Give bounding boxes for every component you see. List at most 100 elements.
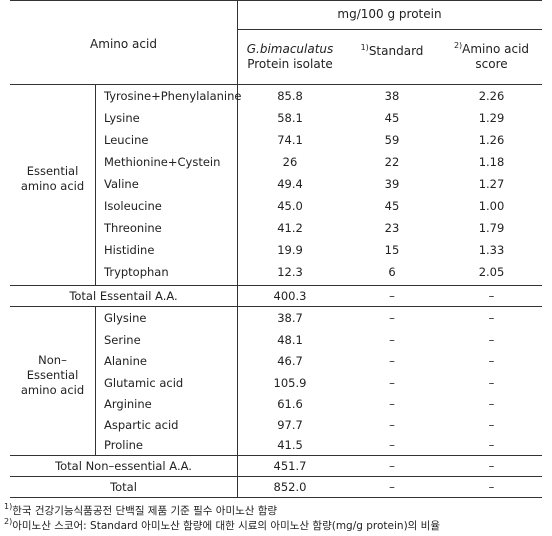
- essential-total-rule: [10, 285, 542, 286]
- standard-value: 39: [384, 177, 400, 191]
- standard-value: –: [389, 438, 395, 452]
- standard-value: 45: [384, 199, 400, 213]
- isolate-value: 58.1: [277, 111, 303, 125]
- amino-acid-name: Leucine: [104, 133, 149, 147]
- score-value: –: [488, 459, 495, 473]
- grand-total-bottom-rule: [10, 497, 542, 498]
- score-value: 1.29: [478, 111, 505, 125]
- amino-acid-name: Serine: [104, 333, 141, 347]
- amino-acid-name: Lysine: [104, 111, 140, 125]
- isolate-value: 26: [282, 155, 298, 169]
- nonessential-group-label-1: Non–: [38, 353, 67, 367]
- score-value: –: [488, 397, 495, 411]
- isolate-value: 38.7: [277, 311, 303, 325]
- total-label: Total: [110, 480, 137, 494]
- total-label: Total Essentail A.A.: [69, 289, 178, 303]
- standard-value: 15: [384, 243, 400, 257]
- score-value: 1.26: [478, 133, 505, 147]
- isolate-value: 45.0: [277, 199, 303, 213]
- header-standard-label: Standard: [368, 44, 424, 58]
- standard-value: –: [389, 333, 395, 347]
- standard-value: –: [389, 354, 395, 368]
- isolate-value: 41.5: [277, 438, 303, 452]
- isolate-value: 400.3: [273, 289, 307, 303]
- amino-acid-name: Threonine: [104, 221, 162, 235]
- amino-acid-name: Arginine: [104, 397, 152, 411]
- footnote-2: 2)아미노산 스코어: Standard 아미노산 함량에 대한 시료의 아미노…: [4, 517, 440, 533]
- score-value: –: [488, 354, 495, 368]
- isolate-value: 41.2: [277, 221, 303, 235]
- footnote-1-text: 한국 건강기능식품공전 단백질 제품 기준 필수 아미노산 함량: [12, 505, 278, 517]
- score-value: 1.18: [478, 155, 505, 169]
- standard-value: –: [389, 376, 395, 390]
- amino-acid-name: Histidine: [104, 243, 155, 257]
- isolate-value: 451.7: [273, 459, 307, 473]
- standard-value: 22: [384, 155, 400, 169]
- amino-acid-name: Proline: [104, 438, 143, 452]
- score-value: –: [488, 438, 495, 452]
- standard-value: –: [389, 397, 395, 411]
- isolate-value: 12.3: [277, 265, 303, 279]
- standard-value: 23: [384, 221, 400, 235]
- nonessential-total-rule: [10, 455, 542, 456]
- essential-group-label-2: amino acid: [20, 179, 85, 193]
- nonessential-group-label-3: amino acid: [20, 383, 85, 397]
- score-value: 1.33: [478, 243, 505, 257]
- isolate-value: 48.1: [277, 333, 303, 347]
- score-value: –: [488, 289, 495, 303]
- header-subrule: [237, 29, 542, 30]
- amino-acid-name: Glutamic acid: [104, 376, 184, 390]
- header-score-line1: 2)Amino acid: [441, 42, 542, 57]
- amino-acid-name: Isoleucine: [104, 199, 162, 213]
- header-bottom-rule: [10, 84, 542, 85]
- isolate-value: 852.0: [273, 480, 307, 494]
- amino-acid-name: Methionine+Cystein: [104, 155, 221, 169]
- isolate-value: 61.6: [277, 397, 303, 411]
- isolate-value: 19.9: [277, 243, 303, 257]
- header-sample-type: Protein isolate: [247, 57, 333, 71]
- group-col-divider-essential: [95, 84, 96, 285]
- score-value: –: [488, 418, 495, 432]
- standard-value: –: [389, 289, 395, 303]
- score-value: –: [488, 333, 495, 347]
- isolate-value: 105.9: [273, 376, 307, 390]
- standard-value: 59: [384, 133, 400, 147]
- score-value: –: [488, 311, 495, 325]
- standard-value: –: [389, 480, 395, 494]
- standard-value: –: [389, 311, 395, 325]
- score-value: 1.79: [478, 221, 505, 235]
- header-score-footnote-mark: 2): [453, 41, 463, 50]
- isolate-value: 97.7: [277, 418, 303, 432]
- header-sample-species: G.bimaculatus: [246, 42, 334, 56]
- group-col-divider-nonessential: [95, 306, 96, 455]
- amino-acid-name: Alanine: [104, 354, 147, 368]
- score-value: 1.27: [478, 177, 505, 191]
- amino-acid-name: Valine: [104, 177, 139, 191]
- nonessential-total-bottom-rule: [10, 476, 542, 477]
- amino-acid-name: Tryptophan: [104, 265, 169, 279]
- essential-total-bottom-rule: [10, 306, 542, 307]
- standard-value: 45: [384, 111, 400, 125]
- header-score-line2: score: [475, 57, 508, 71]
- isolate-value: 74.1: [277, 133, 303, 147]
- name-col-divider: [237, 0, 238, 497]
- standard-value: –: [389, 418, 395, 432]
- standard-value: –: [389, 459, 395, 473]
- top-rule: [10, 0, 542, 1]
- header-unit: mg/100 g protein: [337, 7, 442, 21]
- isolate-value: 46.7: [277, 354, 303, 368]
- footnote-2-text: 아미노산 스코어: Standard 아미노산 함량에 대한 시료의 아미노산 …: [12, 520, 440, 532]
- score-value: 2.05: [478, 265, 505, 279]
- amino-acid-name: Tyrosine+Phenylalanine: [104, 89, 242, 103]
- nonessential-group-label-2: Essential: [26, 368, 79, 382]
- footnote-2-mark: 2): [4, 517, 13, 526]
- amino-acid-name: Glysine: [104, 311, 147, 325]
- header-score-label: Amino acid: [462, 42, 530, 56]
- score-value: 2.26: [478, 89, 505, 103]
- score-value: –: [488, 376, 495, 390]
- standard-value: 6: [388, 265, 396, 279]
- total-label: Total Non–essential A.A.: [55, 459, 192, 473]
- footnote-1: 1)한국 건강기능식품공전 단백질 제품 기준 필수 아미노산 함량: [4, 503, 278, 518]
- header-amino-acid: Amino acid: [90, 37, 157, 51]
